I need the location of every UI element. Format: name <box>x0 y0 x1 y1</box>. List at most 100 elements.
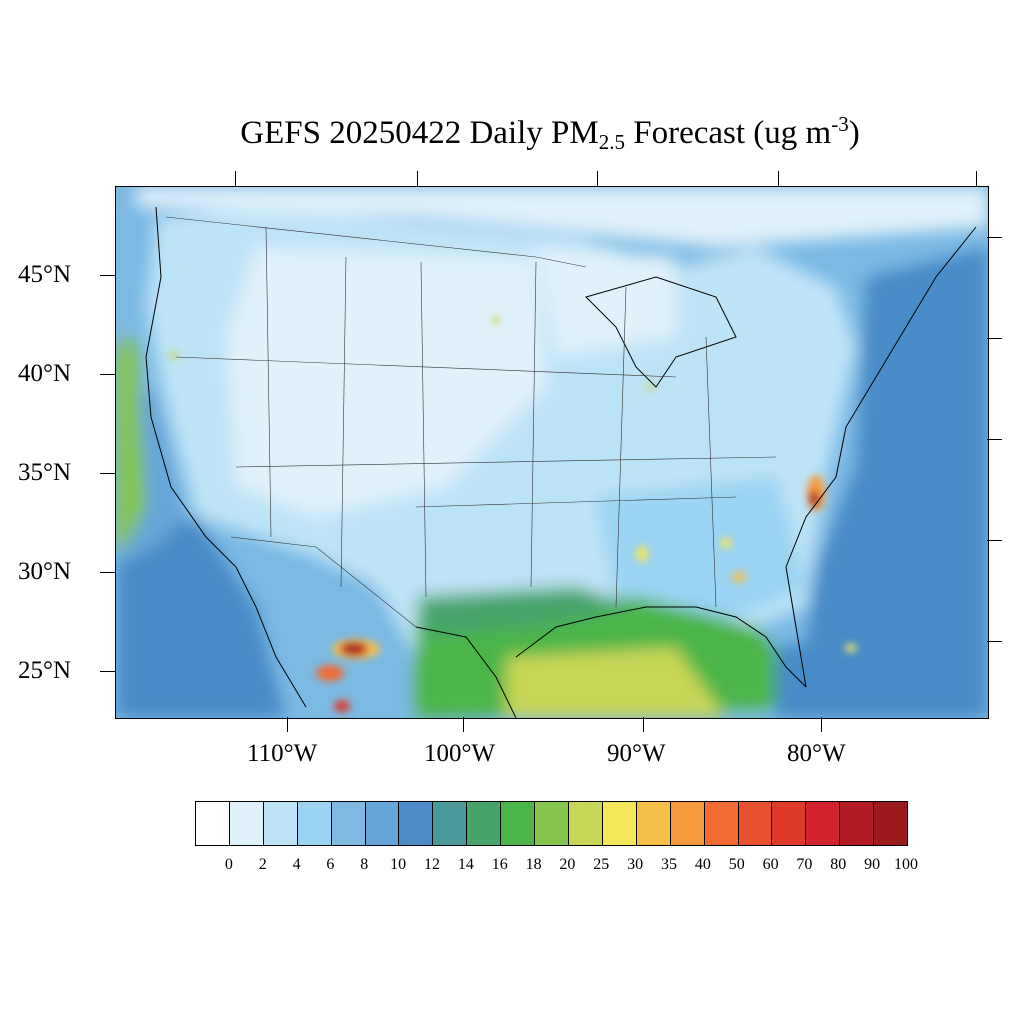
map-svg <box>116 187 988 718</box>
legend-swatch <box>568 802 603 845</box>
legend-swatch <box>196 802 230 845</box>
legend-label: 12 <box>424 856 440 873</box>
lat-label-35n: 35°N <box>18 459 72 486</box>
pacific-coastline <box>145 206 307 708</box>
legend-swatch <box>433 802 468 845</box>
legend-swatch <box>263 802 298 845</box>
legend-swatch <box>738 802 773 845</box>
color-legend <box>195 801 908 846</box>
legend-swatch <box>297 802 332 845</box>
coastlines <box>145 206 977 718</box>
caribbean-band <box>776 617 988 718</box>
legend-label: 40 <box>694 856 711 873</box>
lon-label-80w: 80°W <box>787 740 846 767</box>
title-middle: Forecast (ug m <box>625 115 832 151</box>
legend-swatch <box>874 802 908 845</box>
lon-tick-110w <box>287 717 288 732</box>
legend-swatch <box>840 802 875 845</box>
legend-label: 16 <box>491 856 508 873</box>
pm25-map <box>115 186 989 719</box>
legend-label: 0 <box>224 856 233 873</box>
top-tick-5 <box>976 171 977 186</box>
border-meridian-3 <box>420 261 427 598</box>
hotspot-mexico-south <box>334 700 350 712</box>
lon-tick-100w <box>463 717 464 732</box>
lon-label-100w: 100°W <box>424 740 496 767</box>
legend-label: 50 <box>728 856 745 873</box>
lat-label-45n: 45°N <box>18 261 72 288</box>
legend-swatch <box>602 802 637 845</box>
legend-label: 6 <box>326 856 335 873</box>
canada-light <box>136 187 988 247</box>
lon-label-90w: 90°W <box>607 740 666 767</box>
lat-tick-45n <box>100 275 115 276</box>
legend-swatch <box>229 802 264 845</box>
northern-plains-light <box>536 247 676 357</box>
title-prefix: GEFS 20250422 Daily PM <box>240 115 599 151</box>
lat-label-30n: 30°N <box>18 558 72 585</box>
hotspot-mexico-north-core <box>340 642 368 656</box>
right-tick-4 <box>987 540 1002 541</box>
legend-label: 60 <box>762 856 779 873</box>
hotspot-lake-michigan <box>646 384 654 390</box>
legend-label: 80 <box>830 856 847 873</box>
border-parallel-1 <box>175 356 677 378</box>
legend-swatch <box>331 802 366 845</box>
gulf-plume-inner <box>506 647 726 718</box>
right-tick-1 <box>987 237 1002 238</box>
southeast-moderate <box>596 477 806 617</box>
border-parallel-3 <box>415 496 737 508</box>
lat-label-40n: 40°N <box>18 360 72 387</box>
lat-tick-30n <box>100 572 115 573</box>
title-suffix: ) <box>848 115 860 151</box>
border-meridian-6 <box>705 336 717 608</box>
legend-swatch <box>365 802 400 845</box>
legend-label: 100 <box>894 856 918 873</box>
legend-label: 4 <box>292 856 301 873</box>
lat-tick-25n <box>100 671 115 672</box>
legend-swatch <box>467 802 502 845</box>
legend-swatch <box>772 802 807 845</box>
legend-swatch <box>501 802 536 845</box>
top-tick-4 <box>778 171 779 186</box>
legend-label: 18 <box>525 856 542 873</box>
pacific-deep-band <box>116 517 286 718</box>
lat-label-25n: 25°N <box>18 657 72 684</box>
legend-label: 30 <box>627 856 644 873</box>
legend-label: 25 <box>593 856 610 873</box>
legend-swatch <box>399 802 434 845</box>
lon-label-110w: 110°W <box>247 740 318 767</box>
gulf-coastline <box>415 626 517 718</box>
top-tick-3 <box>597 171 598 186</box>
legend-label: 2 <box>258 856 267 873</box>
state-borders <box>165 216 777 628</box>
title-superscript: -3 <box>831 112 849 136</box>
legend-label: 10 <box>390 856 407 873</box>
title-subscript: 2.5 <box>598 130 625 154</box>
right-tick-5 <box>987 641 1002 642</box>
hotspot-alabama <box>720 538 732 548</box>
border-meridian-5 <box>615 286 627 608</box>
lat-tick-35n <box>100 473 115 474</box>
california-coast-plume <box>116 337 146 547</box>
central-lightest <box>226 247 546 517</box>
top-tick-2 <box>417 171 418 186</box>
hotspot-georgia <box>732 572 746 582</box>
lon-tick-90w <box>643 717 644 732</box>
legend-swatch <box>704 802 739 845</box>
legend-label: 90 <box>864 856 881 873</box>
hotspot-bahamas <box>845 644 857 652</box>
legend-swatch <box>806 802 841 845</box>
atlantic-coastline <box>785 226 977 688</box>
border-meridian-1 <box>265 226 272 538</box>
hotspot-idaho <box>170 351 178 359</box>
legend-swatch <box>636 802 671 845</box>
border-parallel-2 <box>235 456 777 468</box>
legend-swatch <box>535 802 569 845</box>
border-meridian-4 <box>530 261 537 588</box>
border-mexico <box>230 536 417 628</box>
hotspot-carolina-core <box>809 491 819 507</box>
hotspot-mexico-mid <box>316 665 344 681</box>
map-title: GEFS 20250422 Daily PM2.5 Forecast (ug m… <box>0 112 1024 155</box>
legend-label: 20 <box>559 856 576 873</box>
